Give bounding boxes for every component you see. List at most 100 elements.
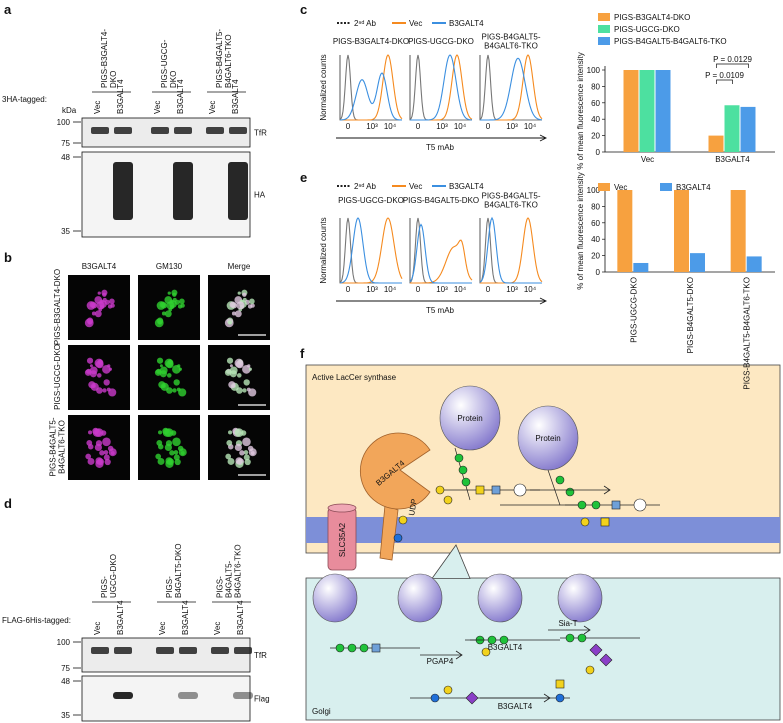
signal (242, 437, 251, 447)
y-tick-label: 100 (587, 186, 601, 195)
band (228, 162, 248, 220)
band (179, 647, 197, 654)
blot (81, 151, 251, 238)
plot-title-line: PIGS-B4GALT5-DKO (403, 196, 479, 205)
x-tick-label: 10⁴ (524, 285, 537, 294)
signal (174, 458, 181, 466)
x-tick-label: PIGS-UGCG-DKO (629, 277, 638, 343)
signal (165, 457, 173, 465)
signal (235, 457, 243, 465)
x-tick-label: 10³ (366, 122, 378, 131)
legend-label: 2ⁿᵈ Ab (354, 182, 377, 191)
y-tick-label: 60 (591, 99, 600, 108)
signal (167, 291, 171, 295)
y-tick-label: 40 (591, 235, 600, 244)
bar (617, 190, 633, 272)
compartment-label: Golgi (312, 707, 331, 716)
signal (180, 451, 185, 456)
bar (740, 106, 756, 152)
legend-swatch (598, 25, 610, 33)
channel-label: B3GALT4 (82, 262, 117, 271)
blot (81, 637, 251, 673)
p-value: P = 0.0129 (713, 55, 752, 64)
x-tick-label: 10³ (436, 285, 448, 294)
bar (708, 135, 724, 152)
histogram-curve (479, 216, 542, 284)
band (173, 162, 193, 220)
signal (166, 387, 173, 394)
histogram-curve (410, 54, 473, 121)
signal (107, 364, 111, 368)
signal (229, 366, 238, 375)
signal (96, 301, 105, 310)
x-arrow (336, 134, 548, 142)
panel-label: a (4, 2, 12, 17)
signal (107, 304, 113, 309)
marker-label: 48 (61, 677, 70, 686)
glycan-residues (335, 453, 647, 705)
band (114, 647, 132, 654)
lane-label: Vec (158, 622, 167, 635)
protein (397, 573, 443, 623)
signal (159, 366, 168, 375)
signal (237, 291, 241, 295)
signal (172, 292, 177, 297)
tag-label: FLAG-6His-tagged: (2, 616, 71, 625)
band (91, 647, 109, 654)
signal (172, 388, 177, 393)
signal (97, 359, 103, 365)
signal (88, 430, 93, 435)
bar (724, 105, 740, 152)
legend-swatch (660, 183, 672, 191)
plot-title-line: PIGS-UGCG-DKO (338, 196, 404, 205)
signal (154, 369, 162, 376)
tag-label: 3HA-tagged: (2, 95, 47, 104)
signal (102, 292, 107, 297)
lane-label: Vec (213, 622, 222, 635)
lane-group-label-line: DKO (109, 71, 118, 88)
band (206, 127, 224, 134)
row-label: PIGS-UGCG-DKO (53, 344, 62, 410)
transporter-label: SLC35A2 (338, 522, 347, 557)
signal (173, 379, 180, 386)
marker-label: 35 (61, 227, 70, 236)
membrane (306, 517, 780, 543)
x-axis-label: T5 mAb (426, 306, 455, 315)
udp-label: UDP (407, 498, 419, 516)
band (233, 692, 253, 699)
panel-label: f (300, 346, 305, 361)
row-label-line: PIGS-B3GALT4-DKO (53, 269, 62, 345)
signal (226, 357, 234, 364)
legend-swatch (598, 13, 610, 21)
lane-label: B3GALT4 (176, 79, 185, 114)
y-axis-label: % of mean fluorescence intensity (576, 172, 585, 289)
signal (99, 450, 105, 456)
signal (234, 428, 244, 438)
signal (102, 388, 107, 393)
x-tick-label: 0 (416, 285, 421, 294)
y-axis-label: % of mean fluorescence intensity (576, 52, 585, 169)
lane-label: B3GALT4 (231, 79, 240, 114)
signal (103, 450, 109, 455)
bar (655, 70, 671, 152)
legend-label: Vec (614, 183, 627, 192)
plot-title-line: B4GALT6-TKO (484, 201, 538, 210)
signal (177, 304, 183, 309)
signal (228, 381, 236, 389)
lane-label: B3GALT4 (116, 79, 125, 114)
signal (94, 428, 104, 438)
x-tick-label: 10⁴ (454, 285, 467, 294)
bar (674, 190, 689, 272)
row-label: PIGS-B4GALT5-B4GALT6-TKO (49, 417, 67, 476)
y-tick-label: 20 (591, 252, 600, 261)
x-axis-label: T5 mAb (426, 143, 455, 152)
marker-label: 100 (57, 118, 71, 127)
signal (89, 364, 93, 368)
x-tick-label: 0 (346, 285, 351, 294)
lane-group-label-line: PIGS- (100, 576, 109, 598)
legend-label: B3GALT4 (449, 182, 484, 191)
panel-label: d (4, 496, 12, 511)
x-tick-label: 0 (346, 122, 351, 131)
protein-label: Protein (535, 434, 560, 443)
